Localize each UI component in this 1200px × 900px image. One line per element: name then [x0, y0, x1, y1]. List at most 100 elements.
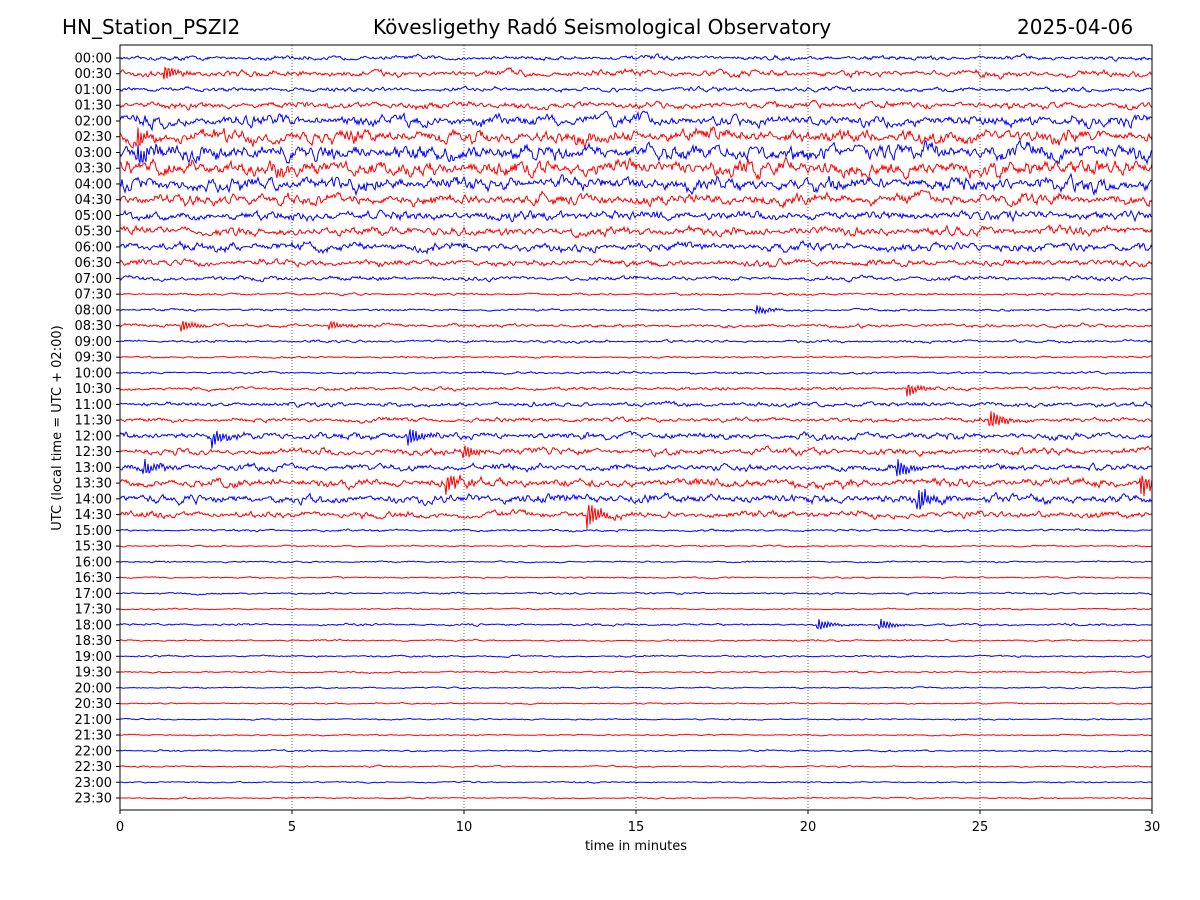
y-tick-label: 20:00: [75, 681, 112, 696]
y-tick-label: 12:30: [75, 445, 112, 460]
trace-0330: [119, 155, 1153, 182]
trace-0600: [119, 240, 1153, 255]
y-tick-label: 16:00: [75, 555, 112, 570]
y-tick-label: 05:30: [75, 225, 112, 240]
trace-1530: [119, 544, 1153, 548]
y-tick-label: 05:00: [75, 209, 112, 224]
trace-1700: [119, 591, 1153, 596]
trace-2030: [119, 701, 1153, 706]
y-tick-label: 09:00: [75, 335, 112, 350]
x-tick-label: 0: [116, 820, 124, 835]
trace-1830: [119, 638, 1153, 643]
y-tick-label: 15:00: [75, 524, 112, 539]
trace-0230: [119, 126, 1153, 150]
trace-0900: [119, 339, 1152, 345]
y-tick-label: 01:30: [75, 99, 112, 114]
y-tick-label: 19:00: [75, 650, 112, 665]
trace-1030: [119, 384, 1153, 397]
trace-1000: [119, 370, 1153, 376]
y-tick-label: 23:30: [75, 792, 112, 807]
y-tick-label: 17:30: [75, 603, 112, 618]
trace-0800: [119, 305, 1153, 316]
x-tick-label: 5: [288, 820, 296, 835]
trace-2200: [120, 749, 1153, 753]
y-tick-label: 09:30: [75, 351, 112, 366]
y-tick-label: 02:00: [75, 114, 112, 129]
trace-1100: [119, 400, 1153, 409]
trace-0530: [119, 223, 1153, 239]
y-tick-label: 00:00: [75, 52, 112, 67]
y-tick-label: 23:00: [75, 776, 112, 791]
y-tick-label: 13:00: [75, 461, 112, 476]
trace-1330: [119, 474, 1153, 497]
y-tick-label: 04:30: [75, 193, 112, 208]
x-tick-label: 20: [800, 820, 817, 835]
trace-0100: [119, 85, 1153, 94]
y-tick-label: 11:00: [75, 398, 112, 413]
trace-0030: [120, 66, 1153, 80]
trace-1200: [119, 429, 1153, 449]
trace-1300: [119, 458, 1153, 477]
trace-0130: [119, 99, 1153, 111]
y-tick-label: 19:30: [75, 666, 112, 681]
y-tick-label: 21:00: [75, 713, 112, 728]
trace-2130: [119, 733, 1153, 737]
trace-1730: [120, 607, 1153, 611]
trace-2100: [119, 717, 1152, 721]
y-tick-label: 03:30: [75, 162, 112, 177]
y-tick-label: 06:30: [75, 256, 112, 271]
trace-0630: [119, 257, 1153, 269]
trace-0000: [119, 53, 1153, 62]
trace-0300: [119, 139, 1153, 166]
observatory-title: Kövesligethy Radó Seismological Observat…: [373, 15, 832, 39]
trace-0200: [119, 110, 1153, 132]
y-tick-label: 14:00: [75, 492, 112, 507]
trace-1500: [119, 528, 1152, 533]
trace-0500: [119, 209, 1153, 223]
y-tick-label: 17:00: [75, 587, 112, 602]
trace-1800: [119, 618, 1152, 630]
trace-1930: [120, 670, 1153, 675]
y-tick-label: 15:30: [75, 540, 112, 555]
trace-0400: [119, 172, 1153, 197]
y-tick-label: 10:30: [75, 382, 112, 397]
y-tick-label: 14:30: [75, 508, 112, 523]
y-tick-label: 01:00: [75, 83, 112, 98]
y-tick-label: 21:30: [75, 729, 112, 744]
trace-1400: [119, 488, 1153, 510]
trace-0930: [120, 355, 1152, 360]
trace-1630: [119, 575, 1153, 580]
y-tick-label: 07:00: [75, 272, 112, 287]
trace-0430: [119, 189, 1153, 209]
y-tick-label: 13:30: [75, 477, 112, 492]
trace-1430: [119, 504, 1153, 529]
trace-2230: [119, 764, 1153, 769]
trace-0830: [119, 320, 1153, 332]
trace-1230: [119, 445, 1153, 459]
station-title: HN_Station_PSZI2: [62, 15, 241, 39]
y-tick-label: 00:30: [75, 67, 112, 82]
trace-1900: [119, 654, 1153, 659]
x-tick-label: 25: [972, 820, 989, 835]
y-tick-label: 03:00: [75, 146, 112, 161]
y-tick-label: 07:30: [75, 288, 112, 303]
y-tick-label: 08:30: [75, 319, 112, 334]
y-tick-label: 08:00: [75, 303, 112, 318]
trace-1130: [119, 411, 1153, 427]
y-tick-label: 04:00: [75, 177, 112, 192]
date-title: 2025-04-06: [1017, 15, 1134, 39]
trace-2000: [119, 686, 1153, 690]
y-tick-label: 22:00: [75, 744, 112, 759]
y-tick-label: 02:30: [75, 130, 112, 145]
trace-0730: [119, 292, 1153, 297]
y-axis-label: UTC (local time = UTC + 02:00): [50, 325, 65, 530]
y-tick-label: 06:00: [75, 240, 112, 255]
y-tick-label: 22:30: [75, 760, 112, 775]
y-tick-label: 20:30: [75, 697, 112, 712]
trace-0700: [119, 274, 1153, 283]
y-tick-label: 18:30: [75, 634, 112, 649]
y-tick-label: 16:30: [75, 571, 112, 586]
trace-2300: [120, 780, 1153, 784]
x-tick-label: 30: [1144, 820, 1161, 835]
